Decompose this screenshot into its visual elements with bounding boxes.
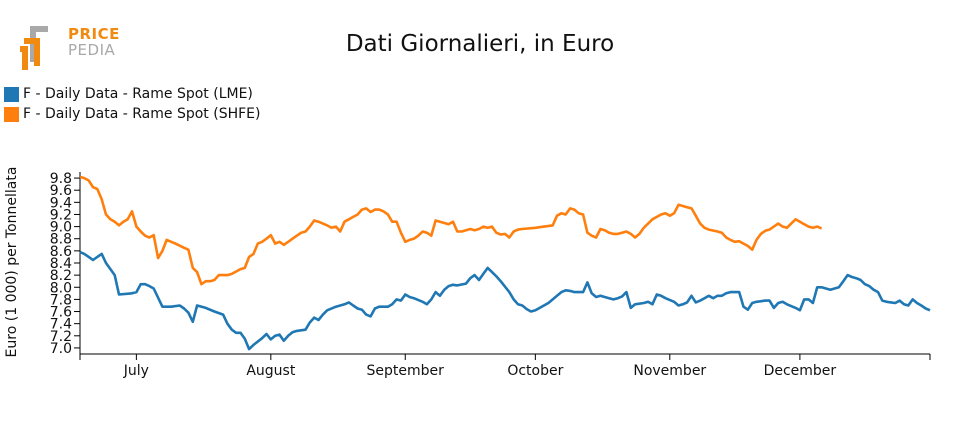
y-tick-label: 8.2 — [50, 268, 72, 284]
legend-label-lme: F - Daily Data - Rame Spot (LME) — [23, 86, 253, 102]
legend-item-shfe[interactable]: F - Daily Data - Rame Spot (SHFE) — [4, 104, 260, 124]
legend-swatch-shfe — [4, 106, 19, 122]
series-layer — [79, 175, 931, 351]
logo-mark-icon — [20, 26, 48, 70]
x-tick-label: December — [764, 363, 837, 379]
chart-title: Dati Giornalieri, in Euro — [345, 31, 615, 57]
y-tick-label: 7.8 — [50, 292, 72, 308]
x-tick-label: July — [123, 363, 149, 379]
chart-legend: F - Daily Data - Rame Spot (LME) F - Dai… — [4, 84, 260, 124]
y-tick-label: 7.6 — [50, 305, 72, 321]
x-tick-label: October — [507, 363, 563, 379]
y-tick-label: 8.8 — [50, 232, 72, 248]
y-tick-label: 7.4 — [50, 317, 72, 333]
series-line-lme[interactable] — [79, 250, 931, 351]
legend-item-lme[interactable]: F - Daily Data - Rame Spot (LME) — [4, 84, 260, 104]
series-line-shfe[interactable] — [79, 175, 823, 286]
y-tick-label: 9.2 — [50, 207, 72, 223]
y-tick-label: 9.4 — [50, 195, 72, 211]
x-tick-label: September — [367, 363, 445, 379]
y-tick-label: 9.0 — [50, 220, 72, 236]
x-tick-label: November — [633, 363, 706, 379]
logo-text-pedia: PEDIA — [68, 41, 116, 59]
pricepedia-logo: PRICE PEDIA — [18, 24, 128, 74]
y-tick-label: 9.6 — [50, 183, 72, 199]
y-axis: 9.89.69.49.29.08.88.68.48.28.07.87.67.47… — [50, 171, 81, 357]
y-tick-label: 8.6 — [50, 244, 72, 260]
x-axis: July August September October November Decemb… — [79, 353, 931, 379]
y-tick-label: 7.0 — [50, 341, 72, 357]
y-axis-label: Euro (1 000) per Tonnellata — [4, 167, 20, 358]
legend-swatch-lme — [4, 86, 19, 102]
y-tick-label: 9.8 — [50, 171, 72, 187]
logo-text-price: PRICE — [68, 25, 120, 43]
y-tick-label: 8.4 — [50, 256, 72, 272]
y-tick-label: 7.2 — [50, 329, 72, 345]
y-tick-label: 8.0 — [50, 280, 72, 296]
legend-label-shfe: F - Daily Data - Rame Spot (SHFE) — [23, 106, 261, 122]
x-tick-label: August — [246, 363, 296, 379]
